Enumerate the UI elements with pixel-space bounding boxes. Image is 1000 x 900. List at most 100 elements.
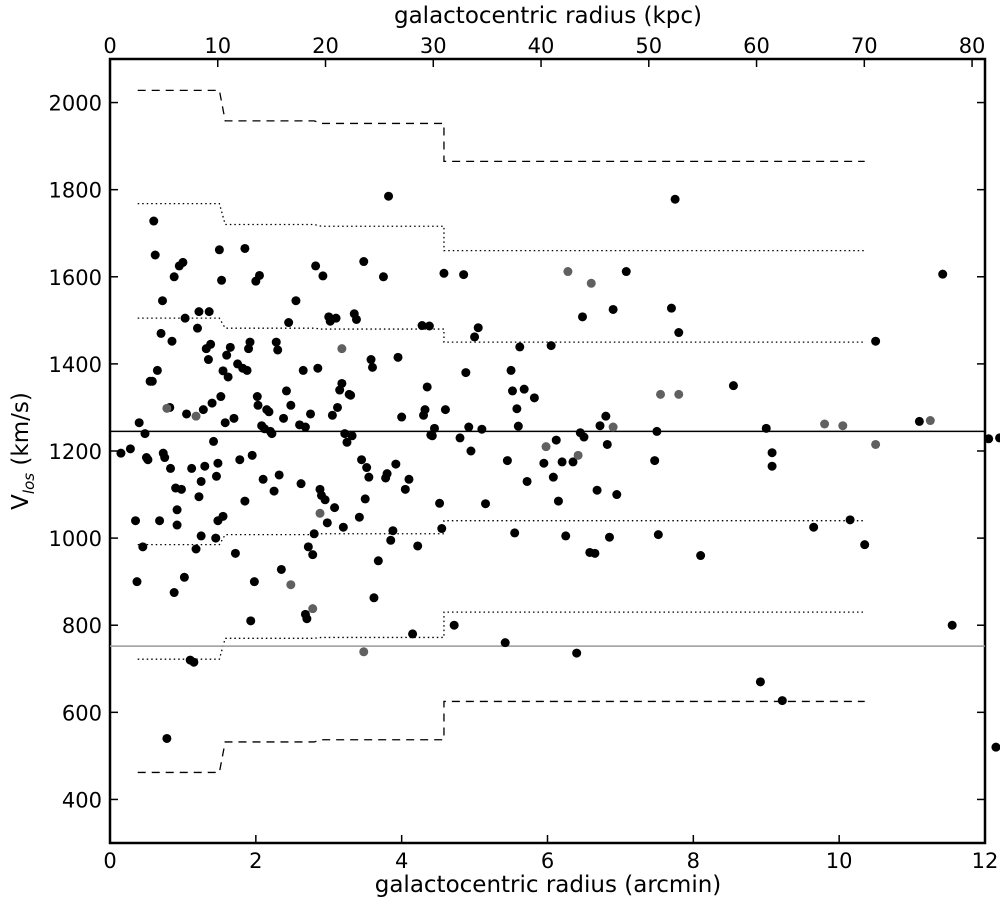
data-point [364,472,374,482]
data-point [143,455,153,465]
data-point [198,405,208,415]
data-point [386,535,396,545]
data-point [674,328,684,338]
data-point [608,304,618,314]
data-point [369,593,379,603]
data-point [284,318,294,328]
data-point [194,307,204,317]
data-point [366,355,376,365]
y-tick-label: 600 [62,701,102,725]
data-point [391,459,401,469]
x-top-tick-label: 80 [959,34,986,58]
data-point-gray [286,580,296,590]
data-point [240,243,250,253]
data-point [621,267,631,277]
y-axis-title-unit: (km/s) [8,392,34,473]
y-tick-label: 1800 [49,179,102,203]
x-tick-label: 2 [249,849,262,873]
y-tick-label: 2000 [49,92,102,116]
data-point [845,515,855,525]
data-point [455,433,465,443]
data-point [338,522,348,532]
data-point-gray [315,508,325,518]
data-point [169,588,179,598]
data-point [427,431,437,441]
data-point-gray [359,647,369,657]
data-point [254,270,264,280]
data-point [150,250,160,260]
data-point [166,463,176,473]
data-point [207,398,217,408]
envelope-dotted-line [137,202,865,252]
data-point-gray [337,344,347,354]
data-point [809,522,819,532]
data-point [203,355,213,365]
data-point [296,479,306,489]
x-top-tick-label: 60 [743,34,770,58]
y-tick-label: 400 [62,788,102,812]
data-point [417,321,427,331]
data-point [652,426,662,436]
data-point [435,498,445,508]
data-point [513,421,523,431]
data-point [439,268,449,278]
data-point [193,323,202,333]
x-axis-title: galactocentric radius (arcmin) [375,872,722,898]
x-top-tick-label: 40 [528,34,555,58]
y-axis-right [977,101,985,801]
data-point [333,402,342,412]
x-top-tick-label: 0 [103,34,116,58]
data-point-gray [191,411,201,421]
data-point-gray [586,278,596,288]
data-point [368,362,377,372]
data-point [572,648,582,658]
x-top-tick-label: 70 [851,34,878,58]
data-point [459,270,469,280]
data-point [211,471,221,481]
data-points [116,191,1000,752]
data-point [276,564,286,574]
data-point [147,376,157,386]
data-point [477,424,487,434]
data-point [180,313,190,323]
data-point-gray [925,416,935,426]
data-point [267,429,277,439]
plot-frame [108,57,987,845]
data-point [125,444,135,454]
data-point [508,386,517,396]
data-point [604,532,614,542]
data-point [595,421,605,431]
data-point [300,422,310,432]
data-point [548,472,558,482]
data-point [602,439,612,449]
data-point [253,400,263,410]
data-point [291,296,301,306]
data-point [408,629,418,639]
data-point [767,448,777,458]
data-point [311,261,321,271]
data-point [269,486,279,496]
data-point [218,366,228,376]
data-point [320,495,330,505]
data-point [337,378,347,388]
x-tick-label: 4 [395,849,408,873]
data-point [650,456,660,466]
data-point [557,457,567,467]
data-point [871,336,881,346]
data-point [914,416,924,426]
data-point [187,463,197,473]
data-point [601,411,611,421]
data-point [327,410,337,420]
data-point [179,572,189,582]
data-point [347,431,357,441]
reference-lines [110,430,985,647]
data-point [502,456,512,466]
data-point [464,422,474,432]
data-point [213,458,223,468]
data-point [546,341,556,351]
data-point [158,296,167,306]
data-point [991,742,1000,752]
data-point [761,423,771,433]
data-point [351,314,361,324]
